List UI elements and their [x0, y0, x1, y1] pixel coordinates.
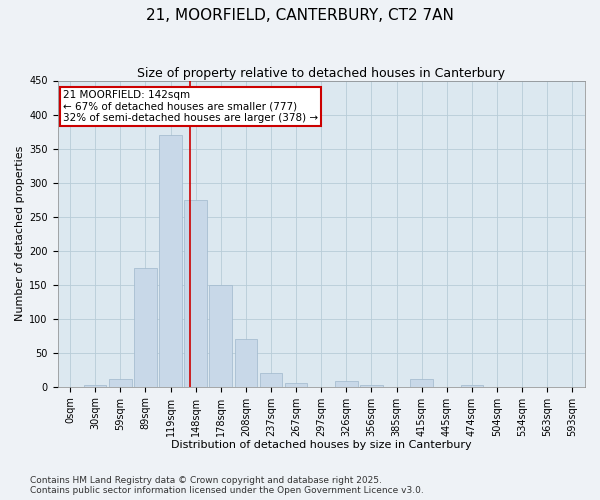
Bar — [285, 384, 307, 386]
Bar — [260, 373, 283, 386]
Bar — [184, 200, 207, 386]
Bar — [209, 284, 232, 386]
Bar — [109, 378, 131, 386]
Text: 21, MOORFIELD, CANTERBURY, CT2 7AN: 21, MOORFIELD, CANTERBURY, CT2 7AN — [146, 8, 454, 22]
Bar — [335, 382, 358, 386]
Text: 21 MOORFIELD: 142sqm
← 67% of detached houses are smaller (777)
32% of semi-deta: 21 MOORFIELD: 142sqm ← 67% of detached h… — [63, 90, 318, 123]
Bar — [159, 135, 182, 386]
X-axis label: Distribution of detached houses by size in Canterbury: Distribution of detached houses by size … — [171, 440, 472, 450]
Bar — [134, 268, 157, 386]
Text: Contains HM Land Registry data © Crown copyright and database right 2025.
Contai: Contains HM Land Registry data © Crown c… — [30, 476, 424, 495]
Y-axis label: Number of detached properties: Number of detached properties — [15, 146, 25, 322]
Title: Size of property relative to detached houses in Canterbury: Size of property relative to detached ho… — [137, 68, 505, 80]
Bar — [235, 339, 257, 386]
Bar — [410, 378, 433, 386]
